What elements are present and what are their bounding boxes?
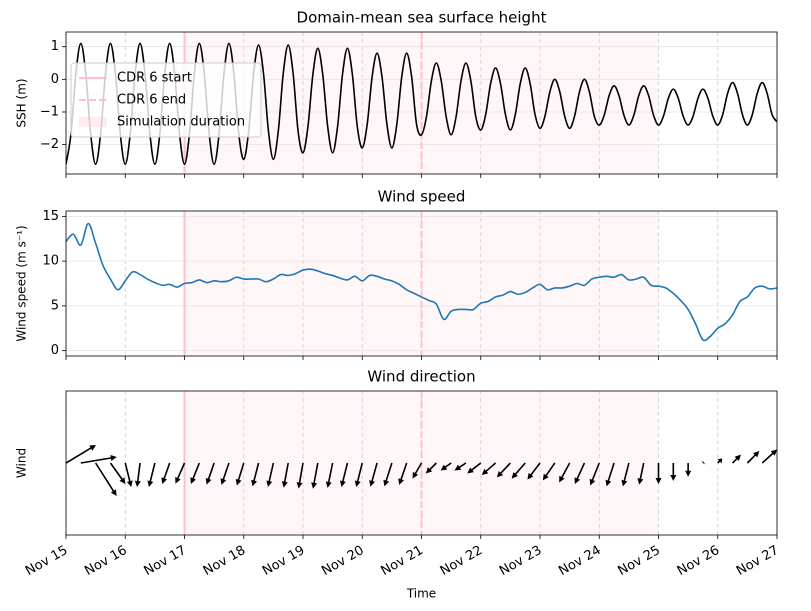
wind-arrow (527, 462, 541, 480)
wind-arrow (621, 462, 630, 487)
y-tick-label: 15 (42, 209, 59, 224)
wind-arrow (296, 462, 304, 489)
y-tick-label: −2 (40, 137, 59, 152)
legend-label: Simulation duration (117, 115, 245, 130)
wind-arrow (66, 445, 96, 464)
panel-title: Wind speed (378, 188, 466, 206)
x-tick-label: Nov 22 (438, 543, 485, 579)
wind-arrow (412, 462, 423, 479)
x-tick-label: Nov 25 (616, 543, 663, 579)
wind-arrow (281, 462, 289, 488)
panel-title: Wind direction (367, 368, 475, 386)
x-tick-label: Nov 24 (556, 543, 603, 579)
wind-arrow (339, 462, 349, 487)
wind-arrow (559, 462, 571, 483)
legend-box (70, 62, 262, 138)
x-tick-label: Nov 19 (260, 543, 307, 579)
wind-arrow (761, 449, 777, 464)
wind-arrow (717, 458, 723, 464)
wind-arrow (354, 462, 364, 487)
wind-arrow (605, 462, 615, 487)
wind-arrow (655, 463, 662, 484)
wind-arrow (542, 462, 556, 481)
wind-arrow (589, 462, 600, 486)
wind-arrow (425, 462, 437, 474)
wind-arrow (175, 462, 186, 484)
wind-arrow (383, 462, 393, 487)
y-tick-label: 5 (51, 298, 59, 313)
wind-arrow (147, 462, 156, 487)
wind-arrow (109, 462, 126, 484)
x-tick-label: Nov 20 (319, 543, 366, 579)
legend-label: CDR 6 end (117, 93, 186, 108)
wind-arrow (94, 462, 117, 496)
wind-arrow (637, 462, 645, 485)
legend-swatch (79, 117, 107, 127)
wind-arrow (670, 463, 677, 481)
data-line (66, 222, 777, 342)
wind-arrow (467, 462, 482, 474)
wind-arrow (685, 463, 692, 477)
y-axis-label: Wind speed (m s⁻¹) (15, 225, 29, 341)
x-tick-label: Nov 26 (675, 543, 722, 579)
y-tick-label: 10 (42, 254, 59, 269)
wind-arrow (235, 462, 245, 486)
legend: CDR 6 start CDR 6 end Simulation duration (70, 62, 262, 138)
y-tick-label: −1 (40, 104, 59, 119)
wind-arrow (266, 462, 275, 487)
x-tick-label: Nov 23 (497, 543, 544, 579)
wind-arrow (732, 454, 741, 464)
wind-arrow (776, 461, 777, 463)
y-tick-label: 0 (51, 343, 59, 358)
legend-label: CDR 6 start (117, 71, 192, 86)
wind-arrow (325, 462, 334, 488)
y-tick-label: 0 (51, 72, 59, 87)
wind-arrow (190, 462, 201, 484)
x-tick-label: Nov 21 (379, 543, 426, 579)
x-tick-label: Nov 18 (201, 543, 248, 579)
wind-arrow (701, 460, 706, 465)
wind-arrow (398, 462, 408, 485)
y-tick-label: 1 (51, 39, 59, 54)
wind-arrow (124, 462, 133, 487)
wind-arrow (511, 462, 526, 479)
wind-arrow (220, 462, 230, 485)
wind-arrow (161, 462, 171, 484)
wind-arrow (746, 451, 760, 464)
wind-arrow (134, 462, 141, 487)
x-tick-label: Nov 16 (82, 543, 129, 579)
panel-title: Domain-mean sea surface height (297, 9, 547, 27)
wind-arrow (496, 462, 511, 478)
wind-arrow (205, 462, 215, 485)
x-axis-label: Time (406, 587, 436, 601)
wind-arrow (80, 455, 117, 464)
wind-arrow (454, 462, 467, 471)
x-tick-label: Nov 27 (734, 543, 781, 579)
wind-arrow (369, 462, 378, 487)
y-axis-label: Wind (15, 448, 29, 478)
wind-arrow (574, 462, 586, 484)
wind-arrow (481, 462, 497, 475)
x-tick-label: Nov 15 (23, 543, 70, 579)
wind-arrow (311, 462, 319, 489)
data-line (66, 42, 777, 166)
x-tick-label: Nov 17 (142, 543, 189, 579)
y-axis-label: SSH (m) (15, 78, 29, 127)
wind-arrow (251, 462, 260, 487)
wind-arrow (440, 462, 452, 471)
